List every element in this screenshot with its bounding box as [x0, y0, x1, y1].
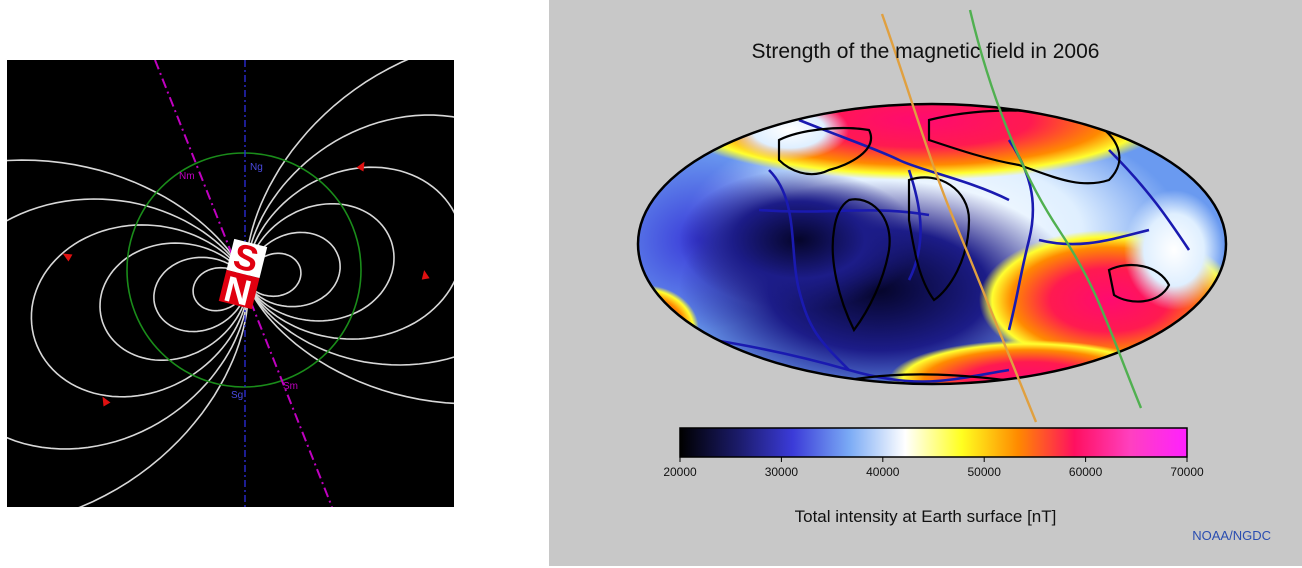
map-outline — [636, 102, 1228, 386]
field-arrow — [102, 396, 111, 407]
field-arrow — [62, 253, 73, 262]
colorbar-title: Total intensity at Earth surface [nT] — [794, 507, 1057, 526]
label-north-magnetic: Nm — [179, 171, 195, 182]
field-line — [7, 198, 249, 450]
colorbar — [679, 427, 1188, 458]
field-arrow — [421, 270, 430, 280]
field-arrow — [356, 161, 365, 172]
orange-track — [880, 13, 1038, 423]
field-line — [7, 159, 249, 507]
field-line — [245, 166, 454, 340]
colorbar-ticks — [679, 457, 1188, 462]
colorbar-tick-label: 50000 — [967, 465, 1001, 479]
label-south-geographic: Sg — [231, 390, 243, 401]
magnetic-field-map: Strength of the magnetic field in 2006 2… — [549, 0, 1302, 566]
field-lines — [7, 60, 454, 507]
colorbar-tick-label: 40000 — [866, 465, 900, 479]
map-svg — [636, 9, 1228, 462]
map-title: Strength of the magnetic field in 2006 — [751, 40, 1100, 63]
colorbar-tick-label: 30000 — [764, 465, 799, 479]
field-line — [30, 224, 249, 398]
green-track — [968, 9, 1143, 409]
label-north-geographic: Ng — [250, 162, 263, 173]
field-line — [99, 242, 249, 361]
field-arrows — [62, 161, 430, 407]
intensity-field — [638, 104, 1226, 384]
bar-magnet: S N — [218, 235, 268, 314]
earth-circle — [126, 152, 362, 388]
magnet-north-half — [218, 269, 260, 310]
field-line — [245, 60, 454, 405]
dipole-svg: S N Nm Ng Sm Sg — [7, 60, 454, 507]
colorbar-tick-label: 70000 — [1170, 465, 1204, 479]
label-south-magnetic: Sm — [283, 381, 298, 392]
field-line — [245, 203, 395, 322]
colorbar-tick-label: 20000 — [663, 465, 697, 479]
magnet-south-half — [226, 238, 268, 279]
dipole-diagram: S N Nm Ng Sm Sg — [7, 60, 454, 507]
field-line — [245, 114, 454, 366]
colorbar-tick-label: 60000 — [1068, 465, 1103, 479]
credit-label: NOAA/NGDC — [1192, 528, 1271, 543]
